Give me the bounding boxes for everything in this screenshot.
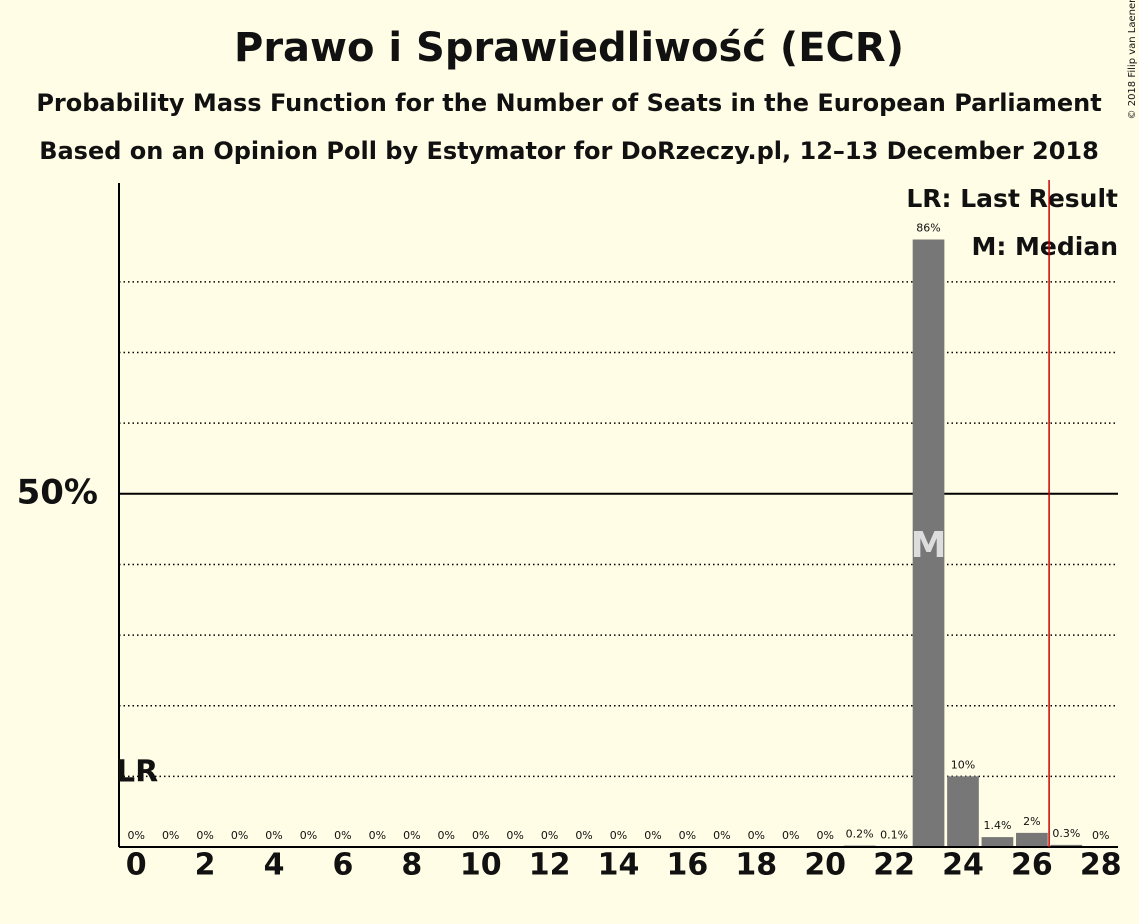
value-label: 0% <box>196 829 213 842</box>
x-tick-label: 2 <box>195 848 216 883</box>
value-label: 0% <box>162 829 179 842</box>
bar <box>1050 844 1083 847</box>
legend-entry: LR: Last Result <box>906 184 1118 213</box>
x-tick-label: 4 <box>264 848 285 883</box>
value-label: 0% <box>679 829 696 842</box>
value-label: 0% <box>782 829 799 842</box>
value-label: 0.3% <box>1052 827 1080 840</box>
legend-entry: M: Median <box>971 232 1118 261</box>
value-label: 0% <box>265 829 282 842</box>
x-tick-label: 24 <box>942 848 984 883</box>
x-tick-label: 20 <box>804 848 846 883</box>
value-label: 0% <box>748 829 765 842</box>
copyright: © 2018 Filip van Laenen <box>1127 0 1138 119</box>
value-label: 0% <box>472 829 489 842</box>
x-tick-label: 28 <box>1080 848 1122 883</box>
x-tick-label: 12 <box>529 848 571 883</box>
last-result-label: LR <box>116 755 158 790</box>
x-tick-label: 10 <box>460 848 502 883</box>
value-label: 0% <box>644 829 661 842</box>
value-label: 10% <box>951 758 975 771</box>
value-label: 0% <box>231 829 248 842</box>
bar <box>912 239 945 848</box>
chart-title: Prawo i Sprawiedliwość (ECR) <box>234 25 904 71</box>
x-tick-label: 0 <box>126 848 147 883</box>
x-tick-label: 14 <box>598 848 640 883</box>
value-label: 0% <box>438 829 455 842</box>
y-tick-label: 50% <box>17 472 98 512</box>
bar <box>1016 832 1048 847</box>
value-label: 0% <box>506 829 523 842</box>
chart-subtitle: Based on an Opinion Poll by Estymator fo… <box>39 137 1099 165</box>
x-tick-label: 6 <box>332 848 353 883</box>
value-label: 0% <box>300 829 317 842</box>
bar <box>981 837 1014 847</box>
value-label: 2% <box>1023 815 1040 828</box>
value-label: 0% <box>403 829 420 842</box>
x-tick-label: 22 <box>873 848 915 883</box>
value-label: 0% <box>334 829 351 842</box>
value-label: 0% <box>369 829 386 842</box>
value-label: 0% <box>610 829 627 842</box>
value-label: 1.4% <box>983 819 1011 832</box>
value-label: 0% <box>713 829 730 842</box>
value-label: 0% <box>1092 829 1109 842</box>
value-label: 0.1% <box>880 828 908 841</box>
median-label: M <box>911 525 947 566</box>
x-tick-label: 8 <box>401 848 422 883</box>
bar <box>947 776 979 847</box>
value-label: 0% <box>127 829 144 842</box>
x-tick-label: 18 <box>735 848 777 883</box>
value-label: 0% <box>575 829 592 842</box>
value-label: 0% <box>816 829 833 842</box>
x-tick-label: 16 <box>667 848 709 883</box>
value-label: 0% <box>541 829 558 842</box>
value-label: 86% <box>916 222 940 235</box>
x-tick-label: 26 <box>1011 848 1053 883</box>
value-label: 0.2% <box>846 828 874 841</box>
chart-subtitle: Probability Mass Function for the Number… <box>36 89 1101 117</box>
